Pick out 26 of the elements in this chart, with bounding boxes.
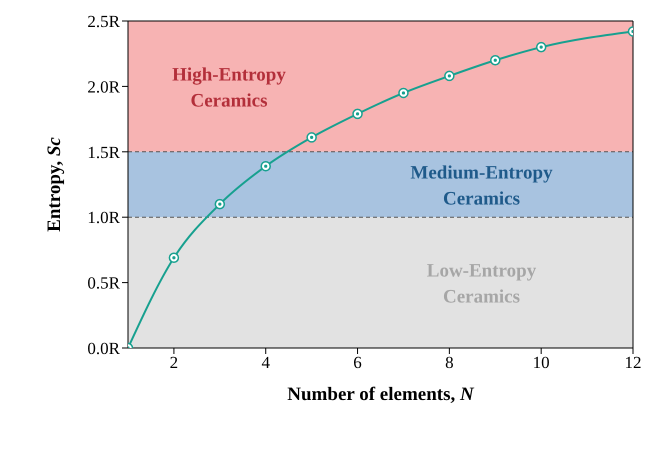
x-tick-label: 8 bbox=[445, 353, 454, 372]
band-label: Low-Entropy Ceramics bbox=[426, 260, 537, 308]
x-tick-label: 2 bbox=[170, 353, 178, 372]
y-axis-title: Entropy, Sc bbox=[44, 136, 65, 232]
point bbox=[168, 252, 180, 263]
x-axis-title: Number of elements, N bbox=[287, 384, 475, 405]
point bbox=[214, 198, 226, 210]
band-label: High-Entropy Ceramics bbox=[172, 64, 286, 112]
point bbox=[536, 42, 546, 52]
x-tick-label: 12 bbox=[624, 353, 642, 372]
band-label: Medium-Entropy Ceramics bbox=[410, 162, 554, 210]
y-tick-label: 1.0R bbox=[87, 208, 121, 228]
point bbox=[306, 132, 317, 143]
y-tick-label: 2.0R bbox=[87, 77, 121, 96]
point bbox=[398, 88, 409, 98]
y-tick-label: 0.0R bbox=[87, 339, 121, 358]
y-tick-label: 0.5R bbox=[87, 274, 121, 293]
point bbox=[490, 54, 501, 66]
x-tick-label: 6 bbox=[353, 353, 362, 372]
x-tick-label: 4 bbox=[261, 353, 270, 372]
y-tick-label: 1.5R bbox=[87, 142, 121, 162]
x-tick-label: 10 bbox=[532, 353, 550, 372]
point bbox=[352, 108, 363, 120]
point bbox=[260, 160, 271, 172]
y-tick-label: 2.5R bbox=[87, 12, 121, 32]
point bbox=[444, 70, 455, 82]
